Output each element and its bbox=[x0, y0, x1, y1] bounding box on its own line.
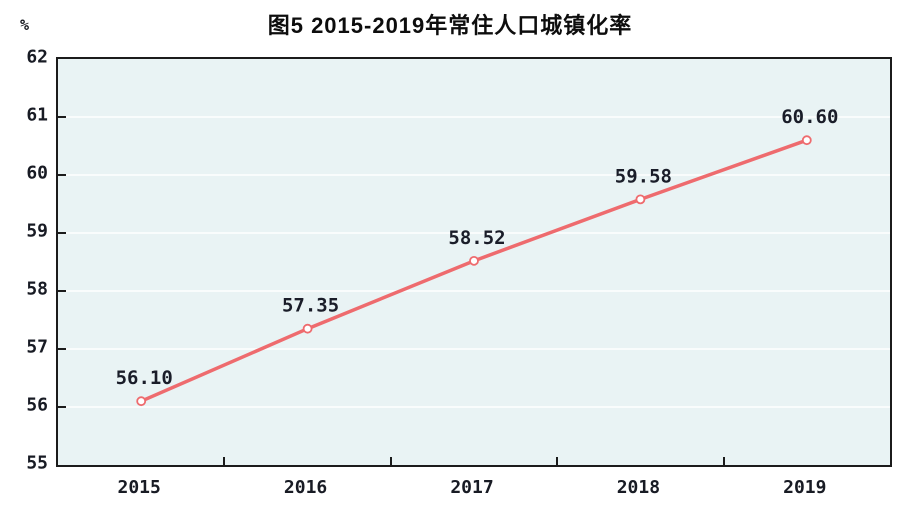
x-tick-label: 2017 bbox=[450, 477, 494, 498]
data-point-label: 58.52 bbox=[448, 227, 505, 249]
data-point-marker bbox=[302, 323, 313, 334]
y-tick-label: 57 bbox=[26, 336, 48, 358]
y-axis-tick bbox=[58, 348, 66, 350]
data-point-label: 56.10 bbox=[116, 367, 173, 389]
gridline bbox=[58, 348, 890, 350]
y-tick-label: 61 bbox=[26, 104, 48, 126]
gridline bbox=[58, 232, 890, 234]
y-axis-tick bbox=[58, 232, 66, 234]
y-axis-tick bbox=[58, 290, 66, 292]
plot-area: 56.10 57.35 58.52 59.58 60.60 bbox=[56, 57, 892, 467]
data-point-marker bbox=[635, 194, 646, 205]
x-axis-tick bbox=[722, 457, 725, 465]
gridline bbox=[58, 406, 890, 408]
y-tick-label: 58 bbox=[26, 278, 48, 300]
y-axis-unit-label: % bbox=[20, 16, 30, 34]
y-axis-tick bbox=[58, 174, 66, 176]
y-axis-tick bbox=[58, 116, 66, 118]
x-tick-label: 2015 bbox=[117, 477, 161, 498]
x-tick-label: 2018 bbox=[616, 477, 661, 498]
y-axis-tick bbox=[58, 406, 66, 408]
gridline bbox=[58, 116, 890, 118]
chart-title: 图5 2015-2019年常住人口城镇化率 bbox=[267, 13, 633, 38]
y-tick-label: 55 bbox=[26, 452, 48, 474]
data-point-label: 57.35 bbox=[282, 295, 339, 317]
x-tick-label: 2019 bbox=[783, 477, 827, 498]
x-axis-tick bbox=[223, 457, 226, 465]
y-tick-label: 56 bbox=[26, 394, 48, 416]
gridline bbox=[58, 174, 890, 176]
data-point-label: 59.58 bbox=[615, 165, 672, 187]
data-point-marker bbox=[801, 135, 812, 146]
data-point-label: 60.60 bbox=[781, 106, 838, 128]
series-line bbox=[139, 138, 809, 403]
gridline bbox=[58, 290, 890, 292]
line-series-layer: 56.10 57.35 58.52 59.58 60.60 bbox=[116, 106, 838, 407]
y-tick-label: 62 bbox=[26, 46, 48, 68]
x-axis-tick bbox=[389, 457, 392, 465]
data-point-marker bbox=[136, 396, 147, 407]
x-tick-label: 2016 bbox=[283, 477, 328, 498]
y-tick-label: 59 bbox=[26, 220, 48, 242]
data-point-marker bbox=[469, 255, 479, 266]
y-tick-label: 60 bbox=[26, 162, 48, 184]
x-axis-tick bbox=[556, 457, 559, 465]
